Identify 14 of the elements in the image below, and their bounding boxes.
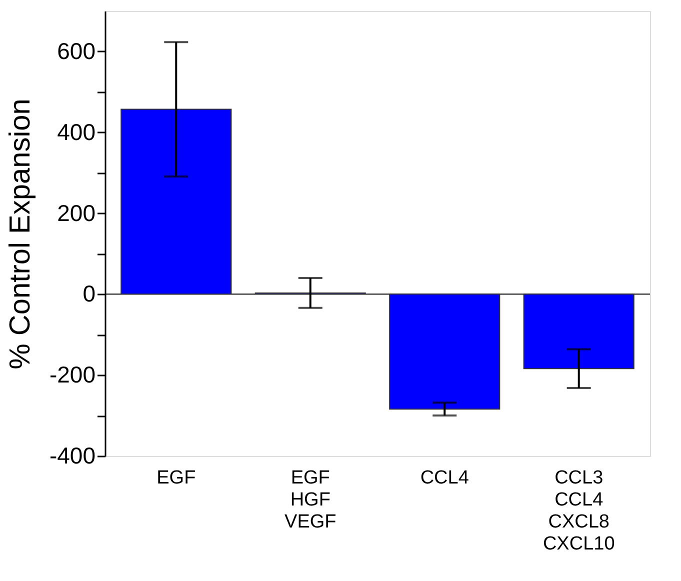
y-tick-label: 0 [82, 280, 96, 307]
y-tick-label: 600 [57, 38, 96, 64]
x-tick-label: CCL4 [420, 468, 470, 488]
bar [389, 294, 500, 410]
y-tick-label: -200 [49, 362, 96, 388]
x-tick-label: CCL3 CCL4 CXCL8 CXCL10 [542, 468, 615, 554]
y-axis-title: % Control Expansion [4, 98, 36, 370]
bar [523, 294, 634, 370]
y-tick-label: 200 [57, 200, 96, 226]
y-tick-label: 400 [57, 118, 96, 145]
x-tick-label: EGF HGF VEGF [284, 468, 336, 532]
y-tick-label: -400 [49, 442, 96, 468]
x-tick-label: EGF [156, 468, 196, 488]
bar [120, 108, 232, 295]
